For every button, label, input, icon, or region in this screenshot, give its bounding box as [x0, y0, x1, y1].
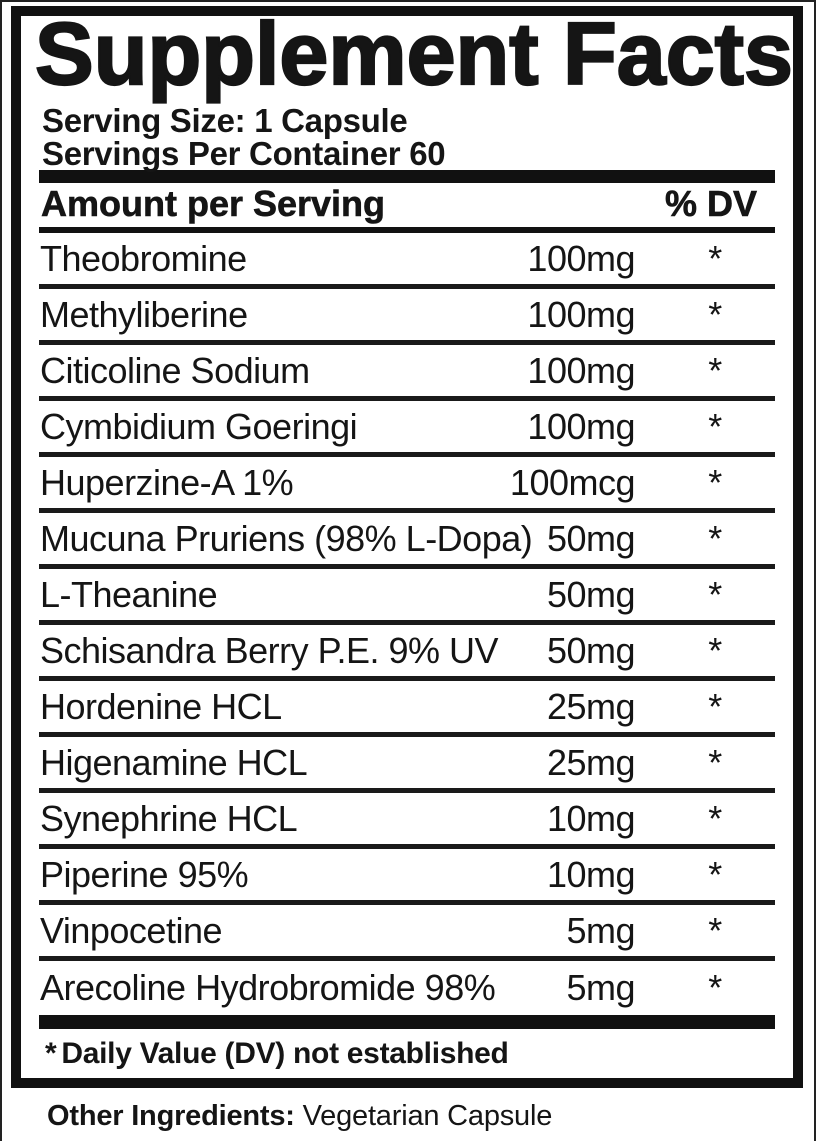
footnote-text: Daily Value (DV) not established	[61, 1037, 509, 1070]
ingredient-dv: *	[708, 853, 722, 895]
ingredient-dv: *	[708, 909, 722, 951]
ingredient-name: Cymbidium Goeringi	[40, 405, 358, 447]
ingredient-amount: 25mg	[546, 685, 636, 727]
ingredient-dv: *	[708, 797, 722, 839]
ingredient-amount: 100mg	[527, 405, 635, 447]
ingredient-row: Huperzine-A 1% 100mcg *	[39, 457, 775, 513]
ingredient-row: L-Theanine 50mg *	[39, 569, 775, 625]
ingredient-amount: 10mg	[546, 853, 636, 895]
ingredient-row: Schisandra Berry P.E. 9% UV 50mg *	[39, 625, 775, 681]
serving-info: Serving Size: 1 Capsule Servings Per Con…	[42, 104, 775, 170]
table-header: Amount per Serving % DV	[39, 183, 775, 227]
ingredient-rows: Theobromine 100mg * Methyliberine 100mg …	[39, 233, 775, 1015]
supplement-facts-panel: Supplement Facts Serving Size: 1 Capsule…	[11, 6, 803, 1088]
ingredient-name: Methyliberine	[40, 293, 248, 335]
ingredient-row: Higenamine HCL 25mg *	[39, 737, 775, 793]
footnote-asterisk: *	[45, 1037, 57, 1070]
ingredient-name: L-Theanine	[40, 573, 218, 615]
panel-title: Supplement Facts	[34, 4, 794, 103]
ingredient-dv: *	[708, 517, 722, 559]
ingredient-amount: 50mg	[546, 573, 636, 615]
amount-per-serving-header: Amount per Serving	[41, 183, 386, 224]
ingredient-row: Vinpocetine 5mg *	[39, 905, 775, 961]
percent-dv-header: % DV	[664, 183, 758, 224]
ingredient-amount: 50mg	[546, 517, 636, 559]
header-rule	[39, 227, 775, 233]
ingredient-amount: 100mg	[527, 237, 635, 279]
other-ingredients-value: Vegetarian Capsule	[302, 1100, 553, 1132]
ingredient-amount: 100mcg	[509, 461, 636, 503]
other-ingredients: Other Ingredients: Vegetarian Capsule	[47, 1100, 552, 1132]
ingredient-row: Cymbidium Goeringi 100mg *	[39, 401, 775, 457]
thick-separator-top	[39, 170, 775, 183]
other-ingredients-label: Other Ingredients:	[47, 1100, 295, 1132]
ingredient-row: Theobromine 100mg *	[39, 233, 775, 289]
ingredient-name: Mucuna Pruriens (98% L-Dopa)	[40, 517, 533, 559]
ingredient-amount: 100mg	[527, 293, 635, 335]
ingredient-name: Piperine 95%	[40, 853, 249, 895]
ingredient-row: Hordenine HCL 25mg *	[39, 681, 775, 737]
ingredient-dv: *	[708, 685, 722, 727]
ingredient-name: Higenamine HCL	[40, 741, 308, 783]
ingredient-name: Huperzine-A 1%	[40, 461, 294, 503]
ingredient-row: Arecoline Hydrobromide 98% 5mg *	[39, 961, 775, 1015]
serving-size: Serving Size: 1 Capsule	[42, 102, 408, 139]
ingredient-name: Vinpocetine	[40, 909, 223, 951]
dv-footnote: * Daily Value (DV) not established	[39, 1029, 775, 1071]
ingredient-dv: *	[708, 405, 722, 447]
ingredient-name: Schisandra Berry P.E. 9% UV	[40, 629, 499, 671]
ingredient-row: Citicoline Sodium 100mg *	[39, 345, 775, 401]
ingredient-name: Citicoline Sodium	[40, 349, 310, 391]
ingredient-row: Methyliberine 100mg *	[39, 289, 775, 345]
ingredient-name: Arecoline Hydrobromide 98%	[40, 967, 496, 1008]
ingredient-dv: *	[708, 741, 722, 783]
thick-separator-bottom	[39, 1015, 775, 1029]
ingredient-row: Piperine 95% 10mg *	[39, 849, 775, 905]
ingredient-amount: 25mg	[546, 741, 636, 783]
ingredient-amount: 50mg	[546, 629, 636, 671]
ingredient-amount: 5mg	[566, 967, 635, 1008]
ingredient-row: Mucuna Pruriens (98% L-Dopa) 50mg *	[39, 513, 775, 569]
ingredient-amount: 5mg	[566, 909, 635, 951]
ingredient-dv: *	[708, 293, 722, 335]
ingredient-name: Theobromine	[40, 237, 247, 279]
ingredient-dv: *	[708, 629, 722, 671]
ingredient-dv: *	[708, 349, 722, 391]
ingredient-name: Hordenine HCL	[40, 685, 282, 727]
ingredient-amount: 100mg	[527, 349, 635, 391]
ingredient-dv: *	[708, 573, 722, 615]
ingredient-row: Synephrine HCL 10mg *	[39, 793, 775, 849]
ingredient-dv: *	[708, 237, 722, 279]
servings-per-container: Servings Per Container 60	[42, 135, 446, 172]
ingredient-dv: *	[708, 967, 722, 1008]
ingredient-name: Synephrine HCL	[40, 797, 298, 839]
ingredient-amount: 10mg	[546, 797, 636, 839]
ingredient-dv: *	[708, 461, 722, 503]
